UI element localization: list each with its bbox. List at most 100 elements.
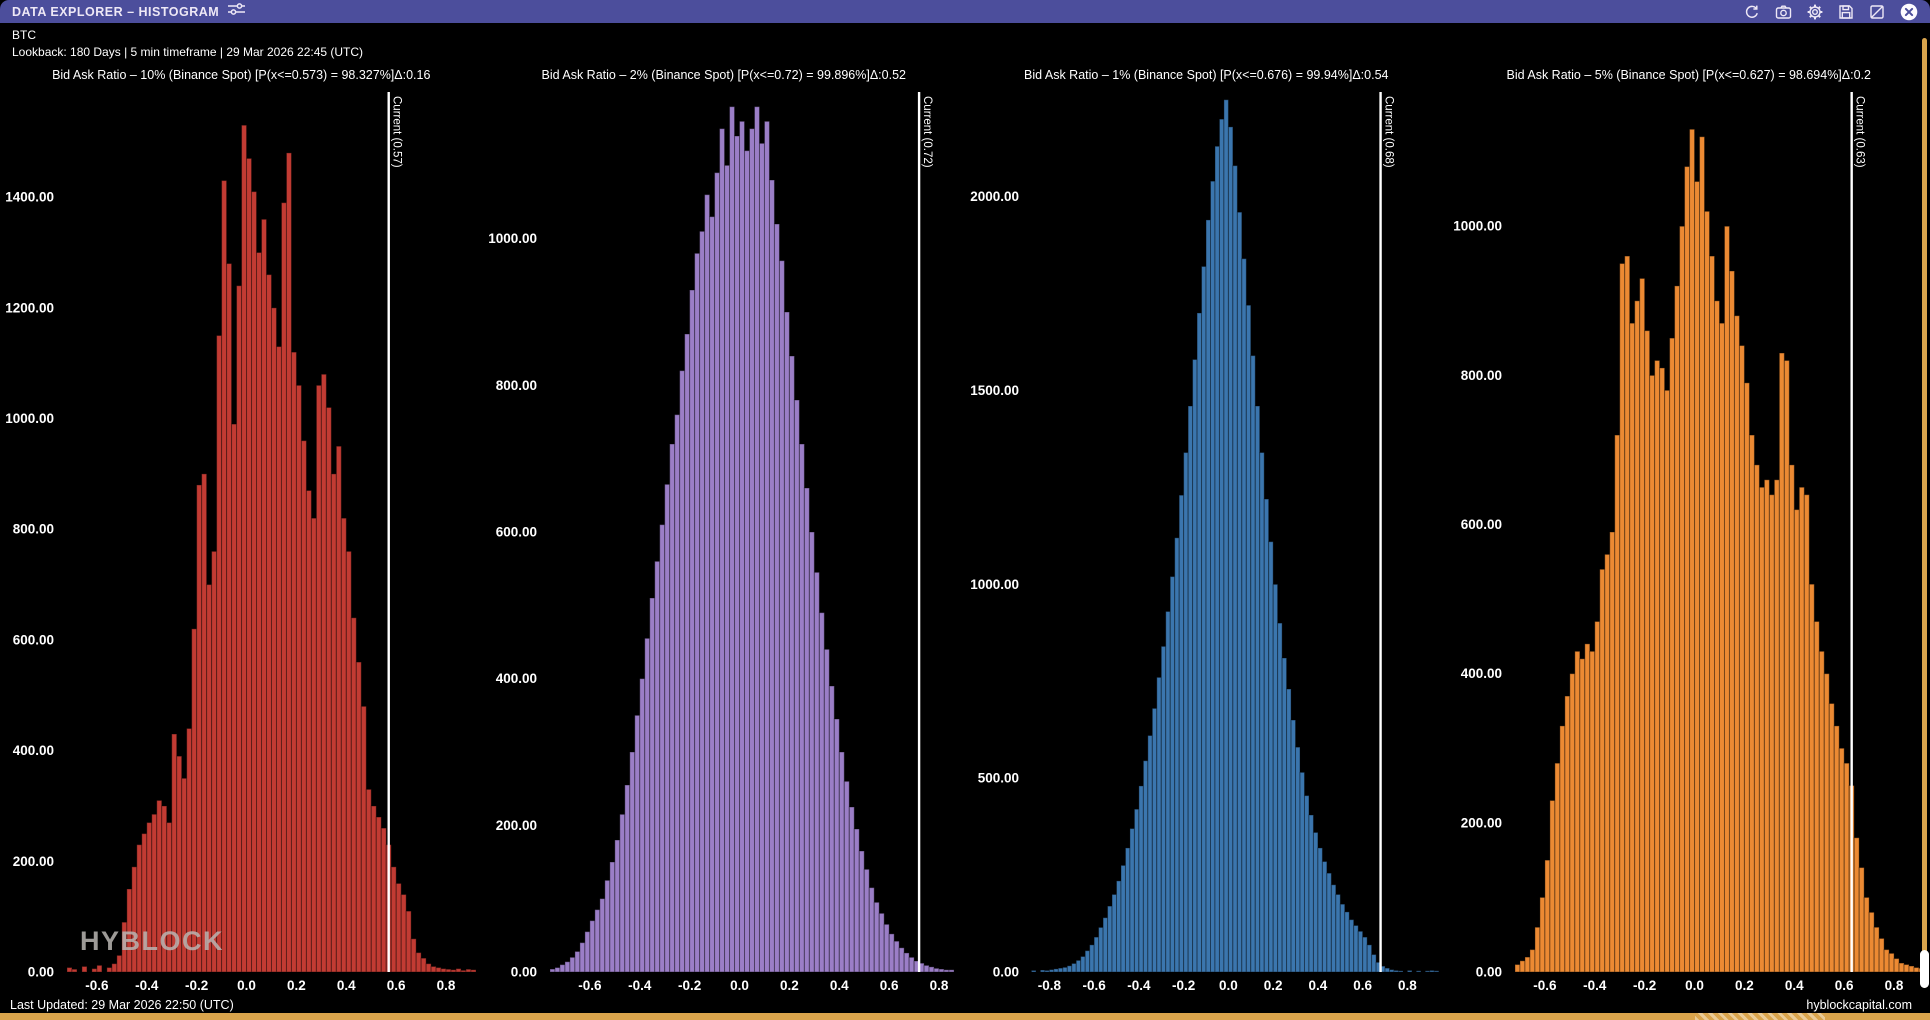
histogram-plot[interactable]: 0.00 200.00 400.00 600.00 800.00 1000.00 -0.6 -… [1448,86,1930,998]
histogram-bar [1353,924,1359,973]
histogram-bar [688,289,695,973]
x-tick-label: -0.6 [1533,978,1557,993]
histogram-bar [1858,867,1865,973]
y-tick-label: 600.00 [1460,517,1501,532]
histogram-bar [176,755,183,973]
histogram-bar [923,964,930,973]
histogram-bar [948,969,955,973]
status-bar: Last Updated: 29 Mar 2026 22:50 (UTC) hy… [0,995,1922,1014]
histogram-bar [310,517,317,973]
histogram-panel: Bid Ask Ratio – 5% (Binance Spot) [P(x<=… [1448,64,1930,998]
histogram-bar [106,967,113,973]
y-tick-label: 1000.00 [1453,219,1502,234]
x-tick-label: 0.0 [1685,978,1704,993]
histogram-bar [1578,658,1585,973]
x-tick-label: 0.8 [1398,978,1417,993]
histogram-bar [1160,645,1167,973]
histogram-bar [1433,970,1440,973]
histogram-bar [380,827,387,973]
histogram-bar [848,806,855,973]
close-icon[interactable] [1900,3,1918,21]
vertical-scrollbar-thumb[interactable] [1920,950,1929,988]
vertical-scrollbar[interactable] [1922,38,1927,988]
histogram-bar [1603,553,1610,973]
histogram-bar [1330,884,1337,973]
histogram-bar [1335,893,1341,973]
histogram-bar [858,850,865,973]
histogram-bar [131,866,138,973]
export-icon[interactable] [1869,4,1885,20]
histogram-bar [1528,949,1535,973]
histogram-bar [415,952,422,973]
histogram-bar [1568,673,1575,973]
refresh-icon[interactable] [1744,4,1760,20]
histogram-bar [1169,576,1176,973]
histogram-bar [91,968,98,973]
histogram-bar [290,351,297,973]
histogram-bar [400,894,407,973]
histogram-bar [1389,969,1395,973]
histogram-bar [335,445,342,973]
histogram-bar [618,813,625,973]
save-icon[interactable] [1838,4,1854,20]
histogram-panel: Bid Ask Ratio – 1% (Binance Spot) [P(x<=… [965,64,1448,998]
histogram-bar [1518,960,1525,973]
horizontal-scrollbar[interactable] [0,1013,1930,1020]
window-titlebar[interactable]: DATA EXPLORER – HISTOGRAM [0,0,1930,23]
chart-title: Bid Ask Ratio – 5% (Binance Spot) [P(x<=… [1506,68,1871,82]
y-tick-label: 200.00 [495,818,536,833]
histogram-plot[interactable]: 0.00 200.00 400.00 600.00 800.00 1000.00 1200.… [0,86,482,998]
horizontal-scrollbar-thumb[interactable] [1695,1013,1825,1020]
histogram-bar [440,968,447,973]
histogram-bar [1272,583,1279,973]
histogram-plot[interactable]: 0.00 200.00 400.00 600.00 800.00 1000.00 -0.6 -… [483,86,965,998]
histogram-bar [1151,707,1158,973]
histogram-bar [196,484,203,973]
histogram-bar [1713,300,1720,973]
histogram-bar [1648,374,1655,973]
screenshot-icon[interactable] [1775,4,1792,20]
histogram-bar [1553,762,1560,973]
histogram-bar [903,952,910,973]
x-tick-label: 0.4 [337,978,356,993]
x-tick-label: -0.2 [1172,978,1195,993]
histogram-bar [171,733,178,973]
histogram-bar [96,964,103,973]
histogram-bar [1838,747,1845,973]
histogram-bar [1187,405,1194,973]
histogram-bar [460,969,467,973]
histogram-bar [1643,330,1650,973]
histogram-bar [713,172,720,973]
histogram-bar [1102,917,1109,973]
histogram-bar [1321,861,1328,973]
histogram-bar [1111,893,1118,973]
histogram-bar [1263,498,1270,973]
histogram-bar [828,685,835,973]
histogram-bar [1523,956,1530,973]
histogram-bar [1124,847,1131,973]
histogram-bar [823,648,830,973]
histogram-bar [1084,950,1091,973]
histogram-bar [593,909,600,973]
y-tick-label: 600.00 [13,632,54,647]
histogram-bar [1071,962,1077,973]
histogram-plot[interactable]: 0.00 500.00 1000.00 1500.00 2000.00 -0.8 -0.6 -… [965,86,1447,998]
histogram-bar [1833,725,1840,973]
histogram-bar [703,194,710,973]
x-tick-label: -0.2 [185,978,208,993]
histogram-bar [1053,968,1059,973]
sliders-icon[interactable] [228,2,246,21]
histogram-bar [1129,828,1135,973]
histogram-bar [146,822,153,973]
histogram-bar [455,968,462,973]
settings-icon[interactable] [1807,4,1823,20]
histogram-bar [181,777,188,973]
current-value-label: Current (0.68) [1383,96,1395,168]
histogram-bar [1218,118,1225,973]
y-tick-label: 0.00 [1475,965,1501,980]
x-tick-label: 0.4 [1784,978,1803,993]
histogram-bar [668,443,675,973]
histogram-bar [405,910,412,973]
histogram-bar [1558,725,1565,973]
histogram-bar [1303,795,1310,973]
